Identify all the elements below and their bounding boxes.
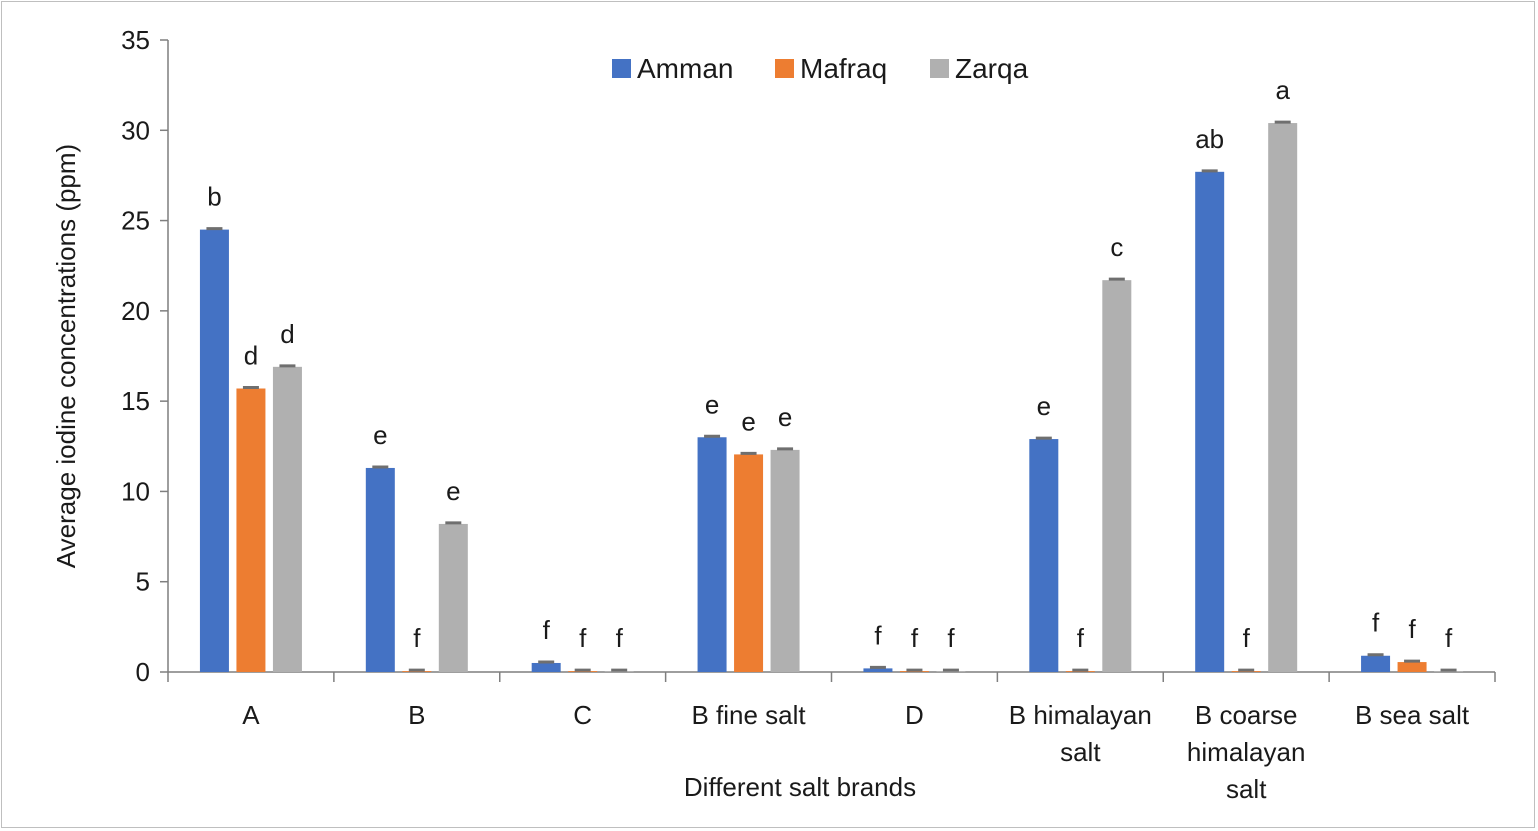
x-category-label: B (408, 700, 425, 730)
legend-swatch-mafraq (775, 59, 794, 78)
bar-amman-4 (863, 668, 893, 672)
x-category-label: salt (1060, 737, 1101, 767)
significance-label: e (741, 406, 755, 436)
y-axis-title: Average iodine concentrations (ppm) (51, 144, 81, 568)
y-tick-label: 30 (121, 115, 150, 145)
significance-label: f (947, 623, 955, 653)
significance-label: f (874, 620, 882, 650)
significance-label: f (1243, 623, 1251, 653)
bar-amman-3 (697, 437, 727, 672)
legend-label-amman: Amman (637, 53, 733, 84)
legend-swatch-amman (612, 59, 631, 78)
significance-label: e (446, 476, 460, 506)
y-tick-label: 25 (121, 206, 150, 236)
significance-label: e (1037, 391, 1051, 421)
significance-label: f (911, 623, 919, 653)
bar-amman-0 (199, 229, 229, 672)
y-tick-label: 20 (121, 296, 150, 326)
significance-label: d (244, 341, 258, 371)
significance-label: e (705, 389, 719, 419)
bar-amman-7 (1361, 655, 1391, 672)
legend-label-mafraq: Mafraq (800, 53, 887, 84)
x-axis-title-text: Different salt brands (684, 772, 916, 802)
x-category-label: B himalayan (1009, 700, 1152, 730)
x-category-label: salt (1226, 774, 1267, 804)
significance-label: a (1275, 75, 1290, 105)
significance-label: f (543, 615, 551, 645)
bar-amman-2 (531, 662, 561, 672)
x-category-label: D (905, 700, 924, 730)
y-tick-label: 0 (136, 657, 150, 687)
bar-zarqa-3 (770, 449, 800, 672)
significance-label: b (207, 182, 221, 212)
bar-zarqa-1 (438, 523, 468, 672)
legend: Amman Mafraq Zarqa (612, 53, 1029, 84)
significance-label: c (1110, 232, 1123, 262)
bar-amman-6 (1195, 171, 1225, 672)
legend-label-zarqa: Zarqa (955, 53, 1029, 84)
y-tick-label: 15 (121, 386, 150, 416)
significance-label: f (1372, 608, 1380, 638)
significance-label: f (1408, 614, 1416, 644)
x-category-label: himalayan (1187, 737, 1306, 767)
x-category-label: B fine salt (691, 700, 806, 730)
y-axis-title-text: Average iodine concentrations (ppm) (51, 144, 81, 568)
significance-label: ab (1195, 124, 1224, 154)
bar-zarqa-6 (1268, 123, 1298, 672)
x-category-label: C (573, 700, 592, 730)
bar-mafraq-7 (1397, 662, 1427, 672)
bar-zarqa-5 (1102, 280, 1132, 672)
significance-label: f (579, 623, 587, 653)
legend-swatch-zarqa (930, 59, 949, 78)
x-category-label: A (242, 700, 260, 730)
x-category-label: B coarse (1195, 700, 1298, 730)
significance-label: d (280, 319, 294, 349)
bar-mafraq-0 (236, 388, 266, 672)
y-tick-label: 5 (136, 567, 150, 597)
significance-label: f (413, 623, 421, 653)
significance-label: f (1077, 623, 1085, 653)
bar-amman-5 (1029, 439, 1059, 672)
significance-label: e (778, 402, 792, 432)
x-category-label: B sea salt (1355, 700, 1470, 730)
significance-label: e (373, 420, 387, 450)
bar-mafraq-3 (734, 454, 764, 672)
significance-label: f (1445, 623, 1453, 653)
bar-zarqa-0 (272, 366, 302, 672)
x-axis-title: Different salt brands (684, 772, 916, 802)
bar-amman-1 (365, 467, 395, 672)
y-tick-label: 10 (121, 476, 150, 506)
significance-label: f (616, 623, 624, 653)
y-tick-label: 35 (121, 25, 150, 55)
category-labels: A B C B fine salt D B himalayan salt B coarse hi… (242, 700, 1470, 804)
